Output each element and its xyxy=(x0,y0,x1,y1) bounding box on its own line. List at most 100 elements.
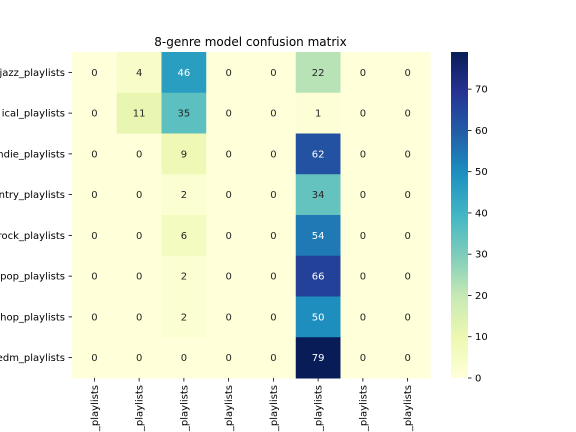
cell-value-label: 0 xyxy=(404,353,410,364)
heatmap-cell xyxy=(385,174,431,216)
cell-value-label: 0 xyxy=(270,353,276,364)
heatmap-cell xyxy=(116,255,162,297)
column-label: _playlists xyxy=(90,385,101,432)
cell-value-label: 0 xyxy=(91,231,97,242)
heatmap-cell xyxy=(340,255,386,297)
cell-value-label: 66 xyxy=(312,272,325,283)
colorbar-tick-label: 10 xyxy=(475,332,488,343)
row-label: hop_playlists xyxy=(0,312,65,323)
cell-value-label: 0 xyxy=(91,353,97,364)
column-label: _playlists xyxy=(179,385,190,432)
cell-value-label: 0 xyxy=(404,272,410,283)
heatmap-cell xyxy=(295,337,341,379)
cell-value-label: 0 xyxy=(404,109,410,120)
heatmap-cell xyxy=(72,215,118,257)
cell-value-label: 0 xyxy=(360,272,366,283)
row-labels: jazz_playlists ical_playlists indie_playli… xyxy=(0,68,72,364)
colorbar-tick-label: 40 xyxy=(475,208,488,219)
heatmap-cell xyxy=(72,174,118,216)
heatmap-cell xyxy=(295,92,341,134)
cell-value-label: 0 xyxy=(181,353,187,364)
heatmap-cell xyxy=(295,255,341,297)
cell-value-label: 34 xyxy=(312,190,325,201)
cell-value-label: 0 xyxy=(91,68,97,79)
heatmap-cell xyxy=(385,92,431,134)
heatmap-cell xyxy=(116,174,162,216)
cell-value-label: 0 xyxy=(91,109,97,120)
row-label: jazz_playlists xyxy=(0,68,65,79)
heatmap-cell xyxy=(206,92,252,134)
heatmap-cell xyxy=(340,296,386,338)
cell-value-label: 0 xyxy=(91,272,97,283)
column-labels: _playlists _playlists _playlists _playlists… xyxy=(90,378,414,432)
cell-value-label: 0 xyxy=(404,149,410,160)
heatmap-cell xyxy=(206,52,252,94)
row-label: indie_playlists xyxy=(0,149,65,160)
colorbar-gradient xyxy=(451,52,468,378)
row-label: rock_playlists xyxy=(0,231,65,242)
heatmap-cell xyxy=(340,215,386,257)
column-label: _playlists xyxy=(269,385,280,432)
row-label: pop_playlists xyxy=(0,272,65,283)
cell-value-label: 0 xyxy=(404,190,410,201)
heatmap-cell xyxy=(251,174,297,216)
colorbar-tick-label: 50 xyxy=(475,167,488,178)
cell-value-label: 0 xyxy=(136,312,142,323)
cell-value-label: 1 xyxy=(315,109,321,120)
cell-value-label: 0 xyxy=(360,231,366,242)
colorbar-tick-label: 30 xyxy=(475,250,488,261)
heatmap-cell xyxy=(206,215,252,257)
heatmap-cell xyxy=(116,133,162,175)
cell-value-label: 0 xyxy=(360,68,366,79)
cell-value-label: 0 xyxy=(270,231,276,242)
cell-value-label: 0 xyxy=(136,190,142,201)
cell-value-label: 0 xyxy=(404,68,410,79)
heatmap-cell xyxy=(116,215,162,257)
colorbar-tick-label: 70 xyxy=(475,85,488,96)
heatmap-cell xyxy=(251,92,297,134)
cell-value-label: 0 xyxy=(270,312,276,323)
cell-value-label: 35 xyxy=(178,109,191,120)
column-label: _playlists xyxy=(358,385,369,432)
cell-value-label: 0 xyxy=(91,312,97,323)
heatmap-cell xyxy=(161,133,207,175)
heatmap-cell xyxy=(385,215,431,257)
heatmap-cell xyxy=(72,92,118,134)
cell-value-label: 46 xyxy=(178,68,191,79)
colorbar-tick-label: 20 xyxy=(475,291,488,302)
heatmap-cell xyxy=(72,337,118,379)
heatmap-cell xyxy=(385,296,431,338)
heatmap-cell xyxy=(116,296,162,338)
colorbar-tick-label: 60 xyxy=(475,126,488,137)
heatmap-cell xyxy=(340,174,386,216)
heatmap-cell xyxy=(116,92,162,134)
heatmap-cell xyxy=(385,337,431,379)
cell-value-label: 79 xyxy=(312,353,325,364)
cell-value-label: 0 xyxy=(136,272,142,283)
cell-value-label: 0 xyxy=(404,231,410,242)
cell-value-label: 0 xyxy=(270,190,276,201)
cell-value-label: 0 xyxy=(360,109,366,120)
cell-value-label: 0 xyxy=(136,353,142,364)
heatmap-cell xyxy=(251,52,297,94)
cell-value-label: 50 xyxy=(312,312,325,323)
heatmap-cell xyxy=(161,174,207,216)
cell-value-label: 0 xyxy=(360,312,366,323)
heatmap-cell xyxy=(295,133,341,175)
heatmap-cell xyxy=(161,296,207,338)
cell-value-label: 0 xyxy=(136,149,142,160)
cell-value-label: 0 xyxy=(225,109,231,120)
row-label: edm_playlists xyxy=(0,353,65,364)
cell-value-label: 2 xyxy=(181,190,187,201)
heatmap-cell xyxy=(251,215,297,257)
heatmap-cell xyxy=(295,296,341,338)
column-label: _playlists xyxy=(135,385,146,432)
cell-value-label: 0 xyxy=(270,68,276,79)
heatmap-cells: 0 4 46 0 0 22 0 00 11 35 0 0 1 0 00 0 9 0 0 62 0 00 0 2 0 0 34 0 00 0… xyxy=(72,52,431,379)
heatmap-cell xyxy=(340,337,386,379)
cell-value-label: 0 xyxy=(91,190,97,201)
cell-value-label: 0 xyxy=(360,190,366,201)
cell-value-label: 0 xyxy=(225,149,231,160)
cell-value-label: 0 xyxy=(225,272,231,283)
heatmap-cell xyxy=(251,296,297,338)
